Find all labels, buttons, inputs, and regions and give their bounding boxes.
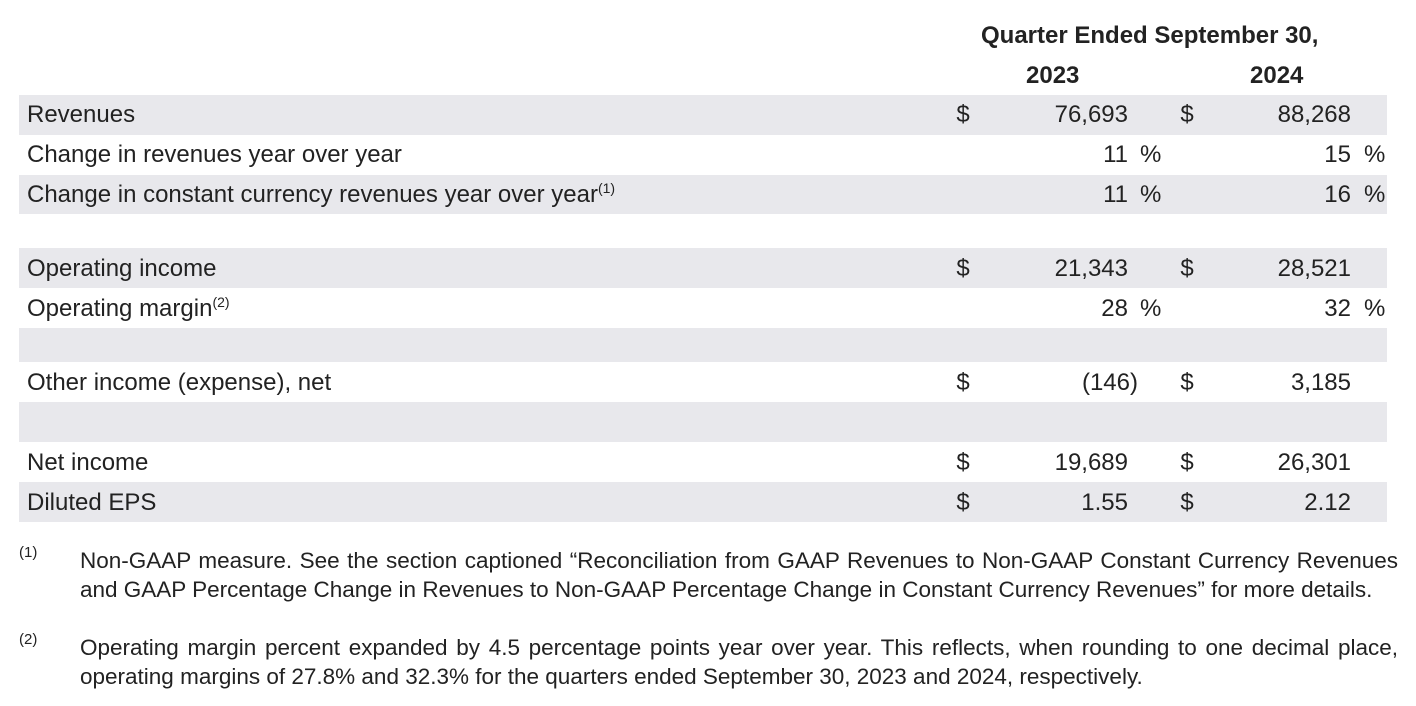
unit: %	[1364, 181, 1386, 208]
value: 11	[1103, 181, 1128, 208]
value: 1.55	[1081, 489, 1128, 516]
currency: $	[956, 449, 970, 476]
row-stripe	[19, 95, 1387, 135]
currency: $	[956, 101, 970, 128]
currency: $	[956, 255, 970, 282]
row-label: Revenues	[27, 101, 136, 128]
unit: %	[1140, 295, 1162, 322]
table-row: Operating income $ 21,343 $ 28,521	[0, 249, 1416, 289]
row-label: Change in revenues year over year	[27, 141, 402, 168]
value: 2.12	[1304, 489, 1351, 516]
value: 76,693	[1054, 101, 1128, 128]
value: 26,301	[1277, 449, 1351, 476]
value: 19,689	[1054, 449, 1128, 476]
note-marker: (2)	[212, 294, 230, 310]
table-row: Operating margin(2) 28 % 32 %	[0, 289, 1416, 329]
year-header: 2023	[1026, 62, 1080, 89]
table-row: Net income $ 19,689 $ 26,301	[0, 443, 1416, 483]
currency: $	[956, 369, 970, 396]
unit: %	[1364, 295, 1386, 322]
currency: $	[1180, 369, 1194, 396]
note-marker: (1)	[597, 180, 616, 196]
row-stripe	[19, 175, 1387, 214]
unit: %	[1140, 181, 1162, 208]
currency: $	[956, 489, 970, 516]
value: 3,185	[1290, 369, 1351, 396]
value: 28	[1101, 295, 1128, 322]
footnote-marker: (1)	[19, 544, 38, 561]
table-row: Diluted EPS $ 1.55 $ 2.12	[0, 483, 1416, 523]
footnote-text: Non-GAAP measure. See the section captio…	[80, 548, 1398, 602]
year-header: 2024	[1250, 62, 1304, 89]
table-row: Change in revenues year over year 11 % 1…	[0, 135, 1416, 175]
row-label: Other income (expense), net	[27, 369, 332, 396]
row-label: Diluted EPS	[27, 489, 157, 516]
value: 88,268	[1277, 101, 1351, 128]
row-label: Operating margin	[27, 295, 213, 322]
row-label-group: Operating margin(2)	[27, 289, 230, 329]
value: 11	[1103, 141, 1128, 168]
footnote-text: Operating margin percent expanded by 4.5…	[80, 635, 1398, 689]
unit: %	[1364, 141, 1386, 168]
value: 32	[1324, 295, 1351, 322]
row-stripe	[19, 482, 1387, 522]
row-label: Change in constant currency revenues yea…	[27, 181, 598, 208]
row-label-group: Change in constant currency revenues yea…	[27, 175, 615, 215]
currency: $	[1180, 489, 1194, 516]
row-label: Operating income	[27, 255, 217, 282]
column-group-title: Quarter Ended September 30,	[981, 22, 1319, 49]
row-stripe	[19, 248, 1387, 288]
currency: $	[1180, 255, 1194, 282]
row-label: Net income	[27, 449, 149, 476]
footnote-marker: (2)	[19, 631, 38, 648]
value: (146)	[1081, 369, 1138, 396]
row-stripe	[19, 402, 1387, 442]
value: 28,521	[1277, 255, 1351, 282]
row-stripe	[19, 328, 1387, 362]
unit: %	[1140, 141, 1162, 168]
table-row: Change in constant currency revenues yea…	[0, 175, 1416, 215]
value: 15	[1324, 141, 1351, 168]
table-row: Other income (expense), net $ (146) $ 3,…	[0, 363, 1416, 403]
currency: $	[1180, 101, 1194, 128]
currency: $	[1180, 449, 1194, 476]
value: 16	[1324, 181, 1351, 208]
table-row: Revenues $ 76,693 $ 88,268	[0, 95, 1416, 135]
value: 21,343	[1054, 255, 1128, 282]
